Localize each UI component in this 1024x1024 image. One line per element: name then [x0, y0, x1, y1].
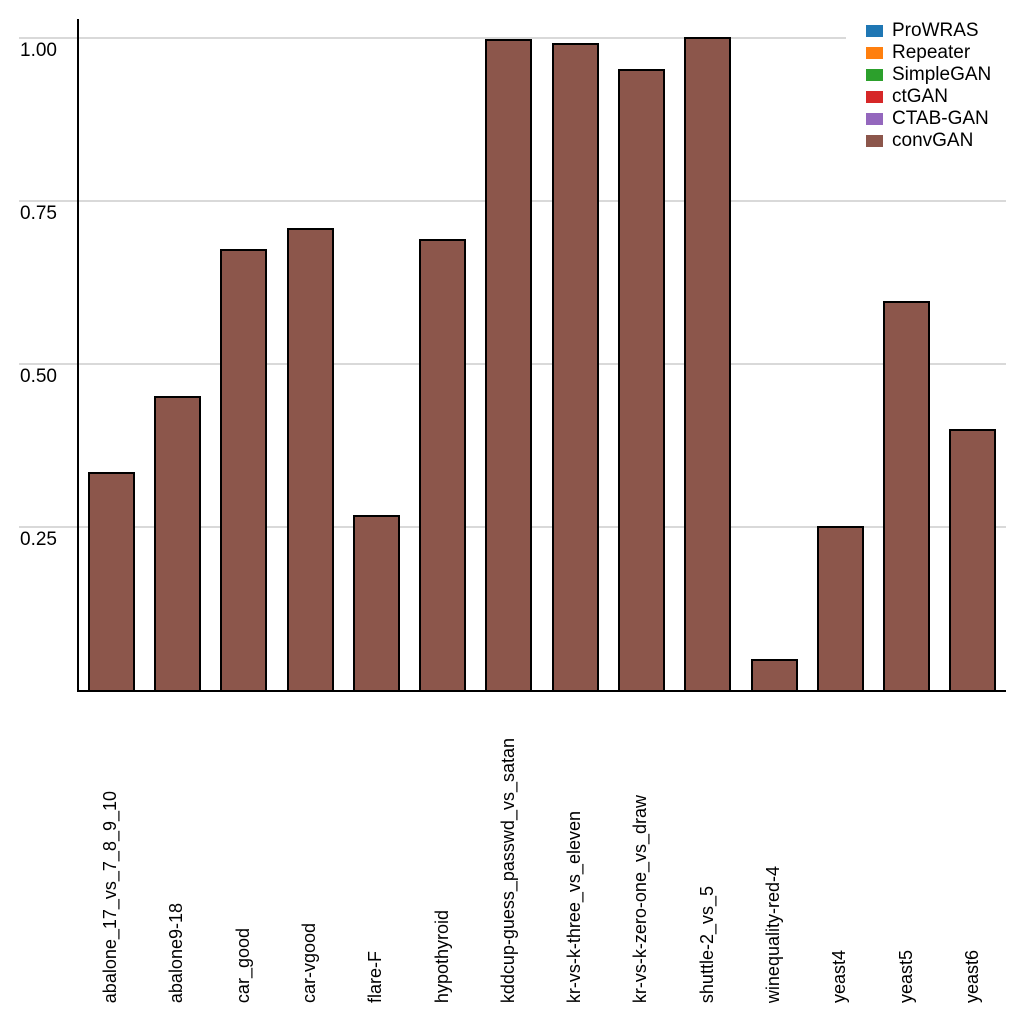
x-tick-label: winequality-red-4 — [763, 865, 783, 1003]
x-tick-label: hypothyroid — [431, 909, 452, 1003]
bar — [949, 428, 997, 692]
legend-item: CTAB-GAN — [866, 108, 1024, 130]
x-tick-label: kr-vs-k-three_vs_eleven — [564, 810, 585, 1003]
y-axis-line — [77, 19, 79, 692]
x-tick-label: car-vgood — [299, 922, 319, 1003]
y-tick-label: 0.25 — [20, 529, 57, 550]
legend-label: convGAN — [892, 130, 974, 151]
legend-swatch — [866, 135, 883, 147]
legend-swatch — [866, 91, 883, 103]
x-tick-label: flare-F — [365, 950, 386, 1003]
legend-item: SimpleGAN — [866, 64, 1024, 86]
bar — [750, 658, 798, 692]
x-tick-label: car_good — [232, 927, 253, 1003]
legend-label: ProWRAS — [892, 20, 979, 41]
legend-label: ctGAN — [892, 86, 948, 107]
bar — [816, 525, 864, 692]
x-tick-label: abalone_17_vs_7_8_9_10 — [100, 790, 121, 1003]
x-tick-label: yeast5 — [895, 949, 916, 1003]
y-tick-label: 1.00 — [20, 40, 57, 61]
x-axis-line — [77, 690, 1006, 692]
bar — [684, 36, 732, 692]
bar — [220, 249, 268, 692]
x-tick-label: shuttle-2_vs_5 — [696, 885, 717, 1003]
bar — [419, 238, 467, 692]
x-tick-label: kr-vs-k-zero-one_vs_draw — [630, 794, 651, 1003]
legend-label: CTAB-GAN — [892, 108, 989, 129]
bar — [87, 471, 135, 692]
legend-label: SimpleGAN — [892, 64, 992, 85]
legend: ProWRAS Repeater SimpleGAN ctGAN CTAB-GAN con… — [846, 12, 1024, 160]
x-tick-label: abalone9-18 — [166, 902, 187, 1003]
bar — [883, 301, 931, 692]
y-tick-label: 0.50 — [20, 366, 57, 387]
x-tick-label: yeast6 — [961, 949, 982, 1003]
legend-swatch — [866, 69, 883, 81]
legend-item: ctGAN — [866, 86, 1024, 108]
bar — [153, 395, 201, 692]
x-tick-label: yeast4 — [829, 949, 850, 1003]
legend-item: Repeater — [866, 42, 1024, 64]
bar — [551, 42, 599, 692]
legend-swatch — [866, 47, 883, 59]
bar — [617, 68, 665, 692]
legend-swatch — [866, 113, 883, 125]
legend-item: ProWRAS — [866, 20, 1024, 42]
legend-item: convGAN — [866, 130, 1024, 152]
legend-label: Repeater — [892, 42, 971, 63]
gridline — [19, 37, 1006, 39]
legend-swatch — [866, 25, 883, 37]
bar — [485, 39, 533, 692]
x-tick-label: kddcup-guess_passwd_vs_satan — [497, 737, 518, 1003]
bar — [352, 514, 400, 692]
y-tick-label: 0.75 — [20, 203, 57, 224]
bar — [286, 227, 334, 692]
